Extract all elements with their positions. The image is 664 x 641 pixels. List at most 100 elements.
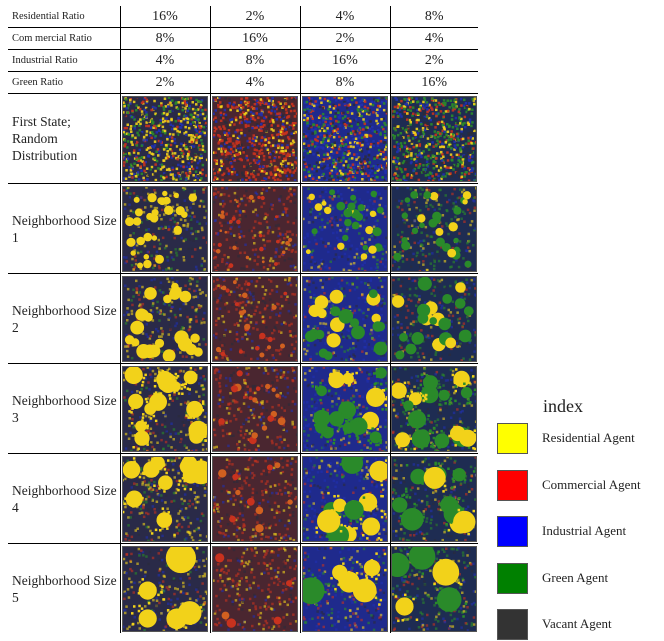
agent-dot	[288, 301, 291, 304]
agent-dot	[468, 232, 471, 235]
agent-dot	[188, 150, 191, 153]
agent-dot	[274, 110, 277, 113]
agent-dot	[373, 157, 376, 160]
agent-dot	[461, 175, 464, 178]
agent-dot	[312, 120, 315, 123]
agent-dot	[428, 126, 431, 129]
agent-dot	[265, 129, 268, 132]
agent-dot	[265, 348, 268, 351]
agent-dot	[267, 105, 270, 108]
agent-dot	[156, 114, 159, 117]
agent-cluster	[424, 191, 432, 199]
agent-dot	[138, 178, 141, 181]
agent-dot	[435, 99, 438, 102]
agent-dot	[392, 160, 395, 163]
agent-dot	[345, 306, 348, 309]
agent-dot	[194, 111, 197, 114]
agent-dot	[215, 154, 218, 157]
agent-dot	[445, 140, 448, 143]
agent-dot	[143, 135, 146, 138]
agent-dot	[223, 320, 226, 323]
agent-dot	[314, 138, 317, 141]
agent-dot	[295, 195, 298, 198]
agent-dot	[425, 155, 428, 158]
agent-dot	[163, 159, 166, 162]
agent-dot	[240, 197, 243, 200]
agent-dot	[309, 167, 312, 170]
agent-dot	[203, 216, 206, 219]
agent-dot	[202, 145, 205, 148]
agent-dot	[403, 160, 406, 163]
agent-dot	[313, 165, 316, 168]
agent-dot	[445, 286, 448, 289]
agent-dot	[282, 241, 285, 244]
agent-dot	[158, 247, 161, 250]
agent-dot	[235, 116, 238, 119]
agent-dot	[369, 145, 372, 148]
agent-dot	[365, 120, 368, 123]
agent-cluster	[157, 197, 164, 204]
agent-dot	[330, 144, 333, 147]
agent-cluster	[164, 205, 173, 214]
agent-dot	[334, 144, 337, 147]
agent-dot	[411, 224, 414, 227]
agent-cluster	[339, 309, 354, 324]
agent-dot	[383, 166, 386, 169]
agent-dot	[154, 264, 157, 267]
agent-dot	[407, 173, 410, 176]
agent-dot	[307, 151, 310, 154]
agent-dot	[459, 149, 462, 152]
agent-cluster	[402, 212, 408, 218]
agent-dot	[216, 307, 219, 310]
agent-dot	[197, 161, 200, 164]
agent-dot	[428, 353, 431, 356]
agent-dot	[275, 224, 278, 227]
agent-dot	[286, 230, 289, 233]
agent-dot	[177, 163, 180, 166]
agent-dot	[349, 305, 352, 308]
agent-dot	[403, 107, 406, 110]
agent-dot	[473, 278, 476, 281]
agent-dot	[152, 331, 155, 334]
simulation-map	[391, 186, 477, 272]
agent-cluster	[309, 304, 321, 316]
agent-dot	[351, 98, 354, 101]
agent-dot	[158, 107, 161, 110]
agent-dot	[467, 111, 470, 114]
agent-cluster	[463, 199, 468, 204]
agent-dot	[202, 200, 205, 203]
agent-dot	[170, 123, 173, 126]
ratio-value: 8%	[210, 50, 300, 72]
agent-dot	[382, 252, 385, 255]
agent-dot	[258, 221, 261, 224]
agent-dot	[415, 164, 418, 167]
agent-dot	[383, 302, 386, 305]
agent-dot	[395, 198, 398, 201]
agent-dot	[131, 206, 134, 209]
agent-dot	[233, 167, 236, 170]
agent-dot	[369, 127, 372, 130]
agent-dot	[238, 135, 241, 138]
agent-dot	[305, 352, 308, 355]
agent-dot	[179, 303, 182, 306]
agent-dot	[169, 194, 172, 197]
agent-dot	[261, 136, 264, 139]
agent-dot	[180, 177, 183, 180]
agent-dot	[201, 226, 204, 229]
agent-dot	[438, 203, 441, 206]
agent-dot	[447, 159, 450, 162]
agent-dot	[253, 159, 256, 162]
agent-dot	[307, 325, 310, 328]
agent-dot	[466, 301, 469, 304]
agent-dot	[198, 222, 201, 225]
agent-dot	[271, 331, 274, 334]
agent-dot	[304, 247, 307, 250]
agent-dot	[260, 139, 263, 142]
agent-dot	[440, 168, 443, 171]
agent-dot	[307, 124, 310, 127]
agent-dot	[134, 98, 137, 101]
agent-dot	[244, 354, 247, 357]
agent-dot	[241, 337, 244, 340]
agent-dot	[446, 151, 449, 154]
agent-dot	[285, 157, 288, 160]
